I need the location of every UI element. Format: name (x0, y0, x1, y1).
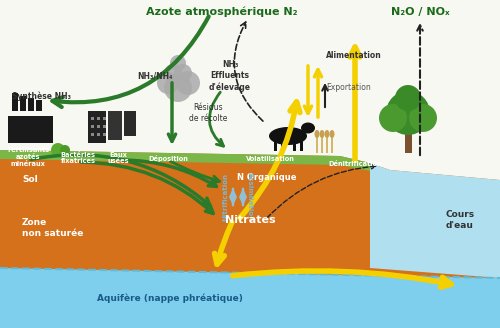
Text: Fertilisants
azotés
minéraux: Fertilisants azotés minéraux (7, 148, 49, 167)
Circle shape (176, 71, 200, 95)
Text: Eaux
usées: Eaux usées (107, 152, 129, 164)
Text: N Organique: N Organique (237, 174, 296, 182)
Bar (103, 133, 106, 136)
Ellipse shape (301, 122, 315, 133)
Bar (274, 137, 277, 151)
Circle shape (60, 145, 70, 155)
Text: Sol: Sol (22, 175, 38, 184)
Bar (293, 137, 296, 151)
Circle shape (409, 104, 437, 132)
Text: NH₃/NH₄: NH₃/NH₄ (137, 72, 173, 80)
Bar (103, 125, 106, 128)
Text: Synthèse NH₃: Synthèse NH₃ (12, 91, 72, 101)
Polygon shape (0, 150, 370, 171)
Bar (28, 98, 34, 111)
Polygon shape (370, 163, 500, 278)
Bar (316, 135, 318, 153)
Bar (300, 137, 303, 151)
Ellipse shape (324, 130, 330, 138)
Circle shape (379, 104, 407, 132)
Ellipse shape (320, 130, 324, 138)
Text: N₂O / NOₓ: N₂O / NOₓ (390, 7, 450, 17)
Bar (36, 100, 42, 111)
Text: Volatilisation: Volatilisation (246, 156, 294, 162)
Text: Cours
d'eau: Cours d'eau (446, 210, 474, 230)
Text: Exportation: Exportation (326, 84, 371, 92)
Bar (97, 133, 100, 136)
Bar (91, 117, 94, 120)
Text: Assimilation: Assimilation (247, 173, 253, 221)
Ellipse shape (269, 127, 307, 145)
Circle shape (395, 85, 421, 111)
Bar (12, 93, 18, 111)
Circle shape (164, 74, 192, 102)
Bar (91, 133, 94, 136)
Circle shape (174, 64, 192, 82)
Text: Alimentation: Alimentation (326, 51, 382, 60)
Text: Dénitrification: Dénitrification (328, 161, 382, 167)
Polygon shape (0, 150, 500, 328)
Bar (331, 135, 333, 153)
Circle shape (164, 64, 182, 82)
Circle shape (386, 91, 430, 135)
Text: Aquifère (nappe phréatique): Aquifère (nappe phréatique) (97, 293, 243, 303)
Ellipse shape (314, 130, 320, 138)
Text: Déposition: Déposition (148, 154, 188, 161)
Bar (281, 137, 284, 151)
Text: Azote atmosphérique N₂: Azote atmosphérique N₂ (146, 7, 298, 17)
Bar (97, 117, 100, 120)
Bar (326, 135, 328, 153)
Bar (91, 125, 94, 128)
Text: NH₃
Effluents
d'élevage: NH₃ Effluents d'élevage (209, 60, 251, 92)
Bar (97, 125, 100, 128)
Bar (124, 111, 136, 136)
Text: Résidus
de récolte: Résidus de récolte (189, 103, 227, 123)
Text: Bactéries
fixatrices: Bactéries fixatrices (60, 152, 96, 164)
Bar (108, 111, 122, 140)
Circle shape (51, 143, 65, 157)
Circle shape (157, 72, 179, 94)
Bar (88, 111, 106, 143)
Bar (8, 116, 53, 143)
Bar (103, 117, 106, 120)
Bar (321, 135, 323, 153)
Text: Nitrification: Nitrification (222, 173, 228, 221)
Ellipse shape (330, 130, 334, 138)
Polygon shape (0, 268, 500, 328)
Circle shape (170, 55, 186, 71)
Bar (405, 128, 412, 153)
Text: Nitrates: Nitrates (224, 215, 276, 225)
Text: Zone
non saturée: Zone non saturée (22, 218, 84, 238)
Bar (20, 96, 26, 111)
